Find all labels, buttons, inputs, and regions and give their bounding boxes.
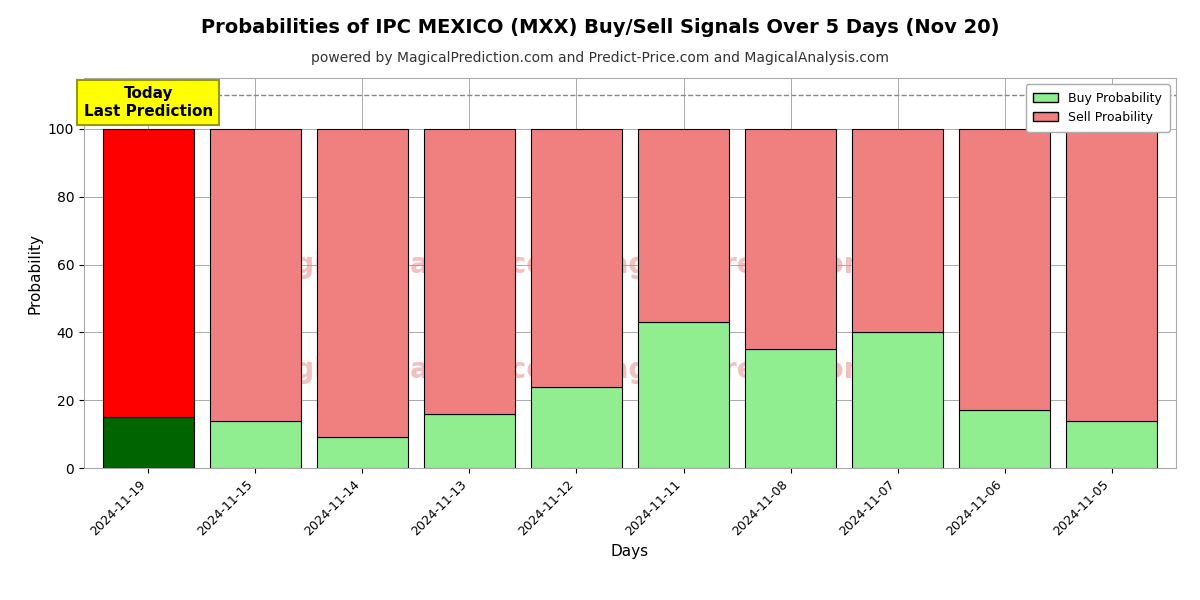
Bar: [424, 414, 515, 468]
Text: powered by MagicalPrediction.com and Predict-Price.com and MagicalAnalysis.com: powered by MagicalPrediction.com and Pre…: [311, 51, 889, 65]
Bar: [745, 129, 836, 349]
Y-axis label: Probability: Probability: [28, 232, 42, 313]
Bar: [317, 437, 408, 468]
Bar: [1067, 129, 1157, 421]
Bar: [852, 129, 943, 332]
Bar: [1067, 421, 1157, 468]
Text: MagicalPrediction.com: MagicalPrediction.com: [583, 356, 940, 385]
Legend: Buy Probability, Sell Proability: Buy Probability, Sell Proability: [1026, 84, 1170, 131]
Text: MagicalAnalysis.com: MagicalAnalysis.com: [248, 356, 575, 385]
Bar: [530, 386, 622, 468]
Bar: [424, 129, 515, 414]
Text: Probabilities of IPC MEXICO (MXX) Buy/Sell Signals Over 5 Days (Nov 20): Probabilities of IPC MEXICO (MXX) Buy/Se…: [200, 18, 1000, 37]
Text: Today
Last Prediction: Today Last Prediction: [84, 86, 212, 119]
Bar: [103, 129, 193, 417]
Text: MagicalAnalysis.com: MagicalAnalysis.com: [248, 251, 575, 279]
Bar: [745, 349, 836, 468]
Bar: [210, 421, 301, 468]
Bar: [852, 332, 943, 468]
Bar: [103, 417, 193, 468]
Text: MagicalPrediction.com: MagicalPrediction.com: [583, 251, 940, 279]
Bar: [959, 410, 1050, 468]
Bar: [317, 129, 408, 437]
X-axis label: Days: Days: [611, 544, 649, 559]
Bar: [959, 129, 1050, 410]
Bar: [210, 129, 301, 421]
Bar: [638, 129, 730, 322]
Bar: [530, 129, 622, 386]
Bar: [638, 322, 730, 468]
